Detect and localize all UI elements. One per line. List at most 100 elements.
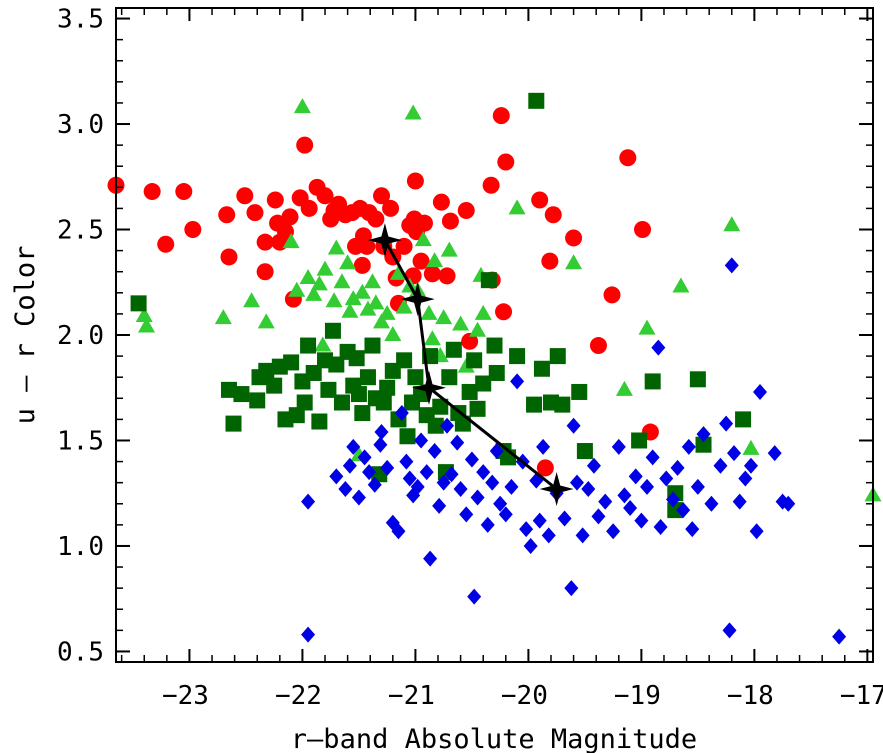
data-point-square [375,394,392,411]
data-point-triangle [435,309,453,325]
data-point-square [296,394,313,411]
data-point-diamond [581,481,596,498]
data-point-star [400,282,435,317]
data-point-circle [441,212,459,230]
data-point-square [396,352,413,369]
data-point-diamond [423,550,438,567]
data-point-diamond [329,468,344,485]
data-point-diamond [450,434,465,451]
data-point-diamond [666,491,681,508]
data-point-square [475,375,492,392]
data-point-diamond [557,510,572,527]
data-point-diamond [727,445,742,462]
data-point-circle [316,187,334,205]
data-point-square [445,341,462,358]
data-point-square [549,348,566,365]
data-point-diamond [510,373,525,390]
data-point-diamond [427,443,442,460]
data-point-diamond [611,438,626,455]
data-point-diamond [676,502,691,519]
data-point-square [466,352,483,369]
data-point-circle [415,214,433,232]
data-point-triangle [440,241,458,257]
data-point-square [399,428,416,445]
data-point-diamond [346,438,361,455]
data-point-diamond [640,478,655,495]
data-point-diamond [394,405,409,422]
data-point-star [367,223,402,258]
data-marks [107,92,882,645]
data-point-circle [482,176,500,194]
data-point-circle [541,252,559,270]
data-point-triangle [359,300,377,316]
data-point-diamond [436,474,451,491]
data-point-square [320,381,337,398]
data-point-square [441,369,458,386]
data-point-triangle [327,239,345,255]
y-tick-label: 0.5 [57,637,104,667]
data-point-circle [296,136,314,154]
data-point-diamond [504,478,519,495]
data-point-square [220,381,237,398]
data-point-diamond [399,453,414,470]
x-tick-label: −19 [614,681,661,711]
data-point-diamond [566,417,581,434]
data-point-diamond [564,580,579,597]
y-tick-label: 2.5 [57,216,104,246]
data-point-diamond [536,438,551,455]
data-point-diamond [351,489,366,506]
data-point-circle [353,256,371,274]
data-point-triangle [469,321,487,337]
y-tick-label: 3.0 [57,110,104,140]
data-point-diamond [653,518,668,535]
data-point-triangle [333,273,351,289]
data-point-diamond [628,468,643,485]
data-point-diamond [749,523,764,540]
data-point-diamond [670,459,685,476]
data-point-triangle [316,260,334,276]
data-point-diamond [444,466,459,483]
y-axis-ticks: 0.5 1.0 1.5 2.0 2.5 3.0 3.5 [57,5,873,667]
data-point-diamond [722,622,737,639]
data-point-square [328,356,345,373]
x-tick-label: −20 [501,681,548,711]
data-point-circle [461,332,479,350]
data-point-triangle [257,313,275,329]
data-point-triangle [672,277,690,293]
data-point-circle [423,265,441,283]
data-point-diamond [575,527,590,544]
data-point-triangle [508,199,526,215]
data-point-square [571,383,588,400]
data-point-triangle [138,317,156,333]
data-point-circle [634,221,652,239]
data-point-square [379,379,396,396]
data-point-diamond [338,481,353,498]
data-point-triangle [353,283,371,299]
data-point-diamond [696,426,711,443]
data-point-diamond [690,478,705,495]
data-point-square [359,369,376,386]
data-point-triangle [378,304,396,320]
data-point-square [644,373,661,390]
data-point-diamond [634,512,649,529]
data-point-circle [497,153,515,171]
data-point-diamond [704,495,719,512]
data-point-triangle [214,309,232,325]
data-point-diamond [606,523,621,540]
y-tick-label: 2.0 [57,321,104,351]
data-point-star [412,370,446,405]
data-point-circle [175,183,193,201]
data-point-square [354,405,371,422]
data-point-triangle [314,336,332,352]
data-point-circle [412,252,430,270]
data-point-circle [382,199,400,217]
data-point-diamond [767,445,782,462]
data-point-triangle [282,233,300,249]
data-point-triangle [742,439,760,455]
data-point-circle [432,193,450,211]
data-point-square [350,386,367,403]
data-point-circle [256,263,274,281]
data-point-diamond [781,495,796,512]
data-point-triangle [243,292,261,308]
data-point-diamond [440,417,455,434]
